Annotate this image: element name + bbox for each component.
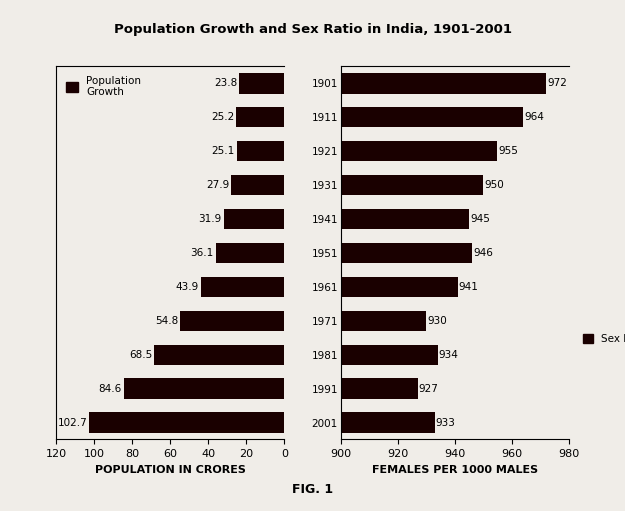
Text: 930: 930 bbox=[428, 316, 447, 326]
Bar bbox=[0, 209, 469, 229]
Bar bbox=[0, 107, 523, 127]
Text: 955: 955 bbox=[499, 146, 519, 156]
Text: 84.6: 84.6 bbox=[98, 384, 122, 393]
Text: 933: 933 bbox=[436, 417, 456, 428]
Bar bbox=[154, 344, 284, 365]
Text: 43.9: 43.9 bbox=[176, 282, 199, 292]
Bar bbox=[0, 73, 546, 94]
Bar bbox=[236, 107, 284, 127]
Bar bbox=[0, 412, 435, 433]
Bar bbox=[237, 141, 284, 161]
Text: 972: 972 bbox=[547, 78, 567, 88]
Text: Population Growth and Sex Ratio in India, 1901-2001: Population Growth and Sex Ratio in India… bbox=[114, 23, 511, 36]
Text: 934: 934 bbox=[439, 350, 459, 360]
X-axis label: POPULATION IN CRORES: POPULATION IN CRORES bbox=[95, 464, 246, 475]
Bar bbox=[0, 141, 498, 161]
Bar bbox=[0, 243, 472, 263]
Legend: Population
Growth: Population Growth bbox=[61, 72, 146, 102]
X-axis label: FEMALES PER 1000 MALES: FEMALES PER 1000 MALES bbox=[372, 464, 538, 475]
Text: 964: 964 bbox=[524, 112, 544, 122]
Bar bbox=[0, 276, 458, 297]
Bar bbox=[239, 73, 284, 94]
Bar bbox=[0, 379, 418, 399]
Text: FIG. 1: FIG. 1 bbox=[292, 483, 333, 496]
Text: 31.9: 31.9 bbox=[199, 214, 222, 224]
Text: 36.1: 36.1 bbox=[191, 248, 214, 258]
Bar bbox=[124, 379, 284, 399]
Text: 941: 941 bbox=[459, 282, 479, 292]
Legend: Sex Ratio: Sex Ratio bbox=[579, 330, 625, 348]
Bar bbox=[231, 175, 284, 195]
Bar bbox=[224, 209, 284, 229]
Bar bbox=[0, 311, 426, 331]
Text: 927: 927 bbox=[419, 384, 439, 393]
Bar bbox=[201, 276, 284, 297]
Text: 945: 945 bbox=[470, 214, 490, 224]
Text: 950: 950 bbox=[484, 180, 504, 190]
Text: 25.2: 25.2 bbox=[211, 112, 234, 122]
Bar bbox=[0, 344, 438, 365]
Bar bbox=[0, 175, 483, 195]
Text: 27.9: 27.9 bbox=[206, 180, 229, 190]
Bar bbox=[89, 412, 284, 433]
Text: 54.8: 54.8 bbox=[155, 316, 178, 326]
Text: 68.5: 68.5 bbox=[129, 350, 152, 360]
Text: 102.7: 102.7 bbox=[58, 417, 88, 428]
Bar bbox=[216, 243, 284, 263]
Text: 25.1: 25.1 bbox=[211, 146, 235, 156]
Text: 23.8: 23.8 bbox=[214, 78, 238, 88]
Text: 946: 946 bbox=[473, 248, 493, 258]
Bar bbox=[180, 311, 284, 331]
